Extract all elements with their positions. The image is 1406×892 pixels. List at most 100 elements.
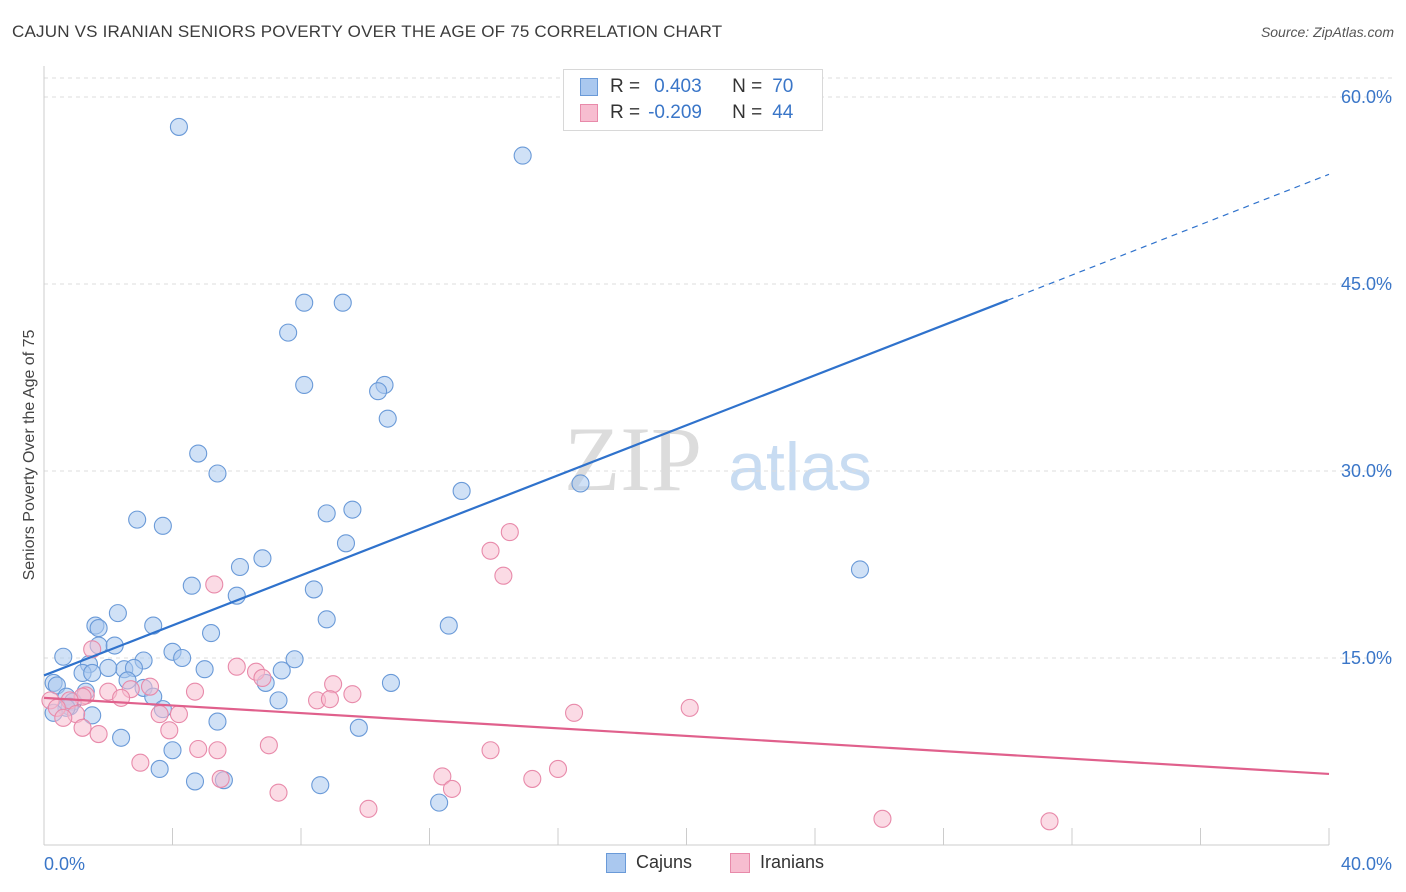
point-cajuns [54,647,73,666]
point-iranians [320,690,339,709]
legend-r-label: R = [610,76,641,97]
data-points [41,117,1059,831]
point-iranians [253,668,272,687]
point-cajuns [295,293,314,312]
chart-title: CAJUN VS IRANIAN SENIORS POVERTY OVER TH… [12,22,723,41]
legend-n-label: N = [732,76,763,97]
point-cajuns [128,510,147,529]
point-iranians [1040,812,1059,831]
point-cajuns [272,661,291,680]
point-iranians [481,741,500,760]
point-cajuns [513,146,532,165]
bottom-legend-swatch-cajuns [606,852,626,873]
trend-line-extension-cajuns [1007,173,1330,301]
point-cajuns [369,382,388,401]
point-cajuns [343,500,362,519]
point-cajuns [304,580,323,599]
point-iranians [189,739,208,759]
point-cajuns [571,474,590,493]
point-cajuns [381,673,401,692]
bottom-legend-label-cajuns: Cajuns [636,852,693,872]
x-tick-label: 0.0% [44,854,85,874]
point-iranians [205,575,224,594]
watermark-atlas: atlas [728,429,872,505]
point-cajuns [311,776,330,795]
trend-line-cajuns [43,299,1009,677]
watermark: ZIP atlas [564,408,872,510]
point-iranians [269,783,288,802]
legend-r-value: 0.403 [654,76,702,97]
point-iranians [227,657,246,676]
trend-line-iranians [43,696,1330,776]
point-iranians [523,769,542,788]
legend-n-value: 44 [772,102,794,123]
point-iranians [343,685,362,704]
point-cajuns [439,616,458,635]
point-cajuns [317,610,336,629]
point-iranians [89,724,108,744]
point-cajuns [208,712,227,731]
bottom-legend-label-iranians: Iranians [760,852,825,872]
point-cajuns [150,759,169,779]
point-iranians [169,705,188,724]
legend-row-iranians: R = -0.209 N = 44 [580,101,793,125]
y-tick-label: 15.0% [1341,648,1392,668]
legend-row-cajuns: R = 0.403 N = 70 [580,75,793,99]
bottom-legend-iranians: Iranians [730,852,824,873]
tick-labels: 15.0% 30.0% 45.0% 60.0% 0.0% 40.0% [44,87,1392,874]
point-cajuns [182,576,201,595]
point-iranians [73,718,92,737]
legend-n-value: 70 [772,76,794,97]
axes [43,66,1330,846]
watermark-zip: ZIP [564,408,702,510]
point-iranians [140,677,160,696]
y-tick-label: 60.0% [1341,87,1392,107]
point-cajuns [452,481,471,500]
point-iranians [185,682,205,701]
legend-r-label: R = [610,102,641,123]
point-cajuns [169,117,188,136]
point-cajuns [99,658,118,678]
point-iranians [160,721,179,740]
point-cajuns [230,557,250,577]
point-cajuns [185,772,205,791]
point-iranians [211,769,230,788]
point-iranians [150,705,169,724]
bottom-legend-swatch-iranians [730,852,750,873]
correlation-legend: R = 0.403 N = 70 R = -0.209 N = 44 [563,69,823,131]
point-cajuns [378,409,397,428]
legend-swatch-iranians [580,104,598,122]
point-iranians [131,753,150,772]
chart-source: Source: ZipAtlas.com [1260,24,1394,40]
y-tick-label: 30.0% [1341,461,1392,481]
point-iranians [680,698,699,717]
point-cajuns [189,444,208,463]
point-cajuns [285,650,304,669]
point-cajuns [89,619,108,638]
y-tick-label: 45.0% [1341,274,1392,294]
point-cajuns [317,504,336,523]
point-cajuns [153,516,172,535]
point-iranians [54,708,73,727]
legend-swatch-cajuns [580,78,598,96]
point-cajuns [108,604,127,623]
point-cajuns [83,663,102,683]
point-iranians [324,675,343,694]
point-iranians [500,523,519,542]
point-iranians [259,736,278,755]
legend-n-label: N = [732,102,763,123]
trend-lines [43,173,1330,776]
point-iranians [433,767,452,786]
point-iranians [873,809,892,828]
point-cajuns [295,375,314,395]
legend-r-value: -0.209 [648,102,702,123]
point-cajuns [112,728,131,747]
point-cajuns [336,534,356,553]
point-cajuns [208,464,227,483]
point-cajuns [279,323,298,342]
point-cajuns [253,549,272,568]
point-iranians [442,779,462,798]
point-cajuns [163,741,182,760]
bottom-legend-cajuns: Cajuns [606,852,692,873]
